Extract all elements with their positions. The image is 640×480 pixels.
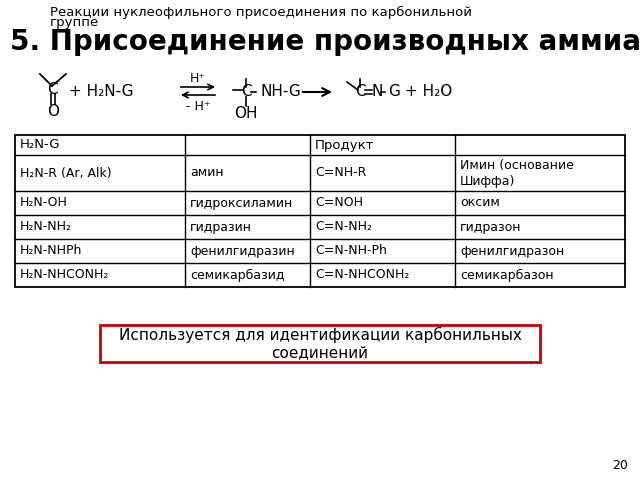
Text: гидроксиламин: гидроксиламин xyxy=(190,196,293,209)
Bar xyxy=(100,325,540,362)
Text: H₂N-NH₂: H₂N-NH₂ xyxy=(20,220,72,233)
Text: Продукт: Продукт xyxy=(315,139,374,152)
Text: H₂N-OH: H₂N-OH xyxy=(20,196,68,209)
Text: C=NH-R: C=NH-R xyxy=(315,167,366,180)
Text: 20: 20 xyxy=(612,459,628,472)
Text: C=NOH: C=NOH xyxy=(315,196,363,209)
Text: фенилгидразин: фенилгидразин xyxy=(190,244,295,257)
Text: H₂N-G: H₂N-G xyxy=(20,139,61,152)
Text: H⁺: H⁺ xyxy=(190,72,206,84)
Text: оксим: оксим xyxy=(460,196,500,209)
Text: Реакции нуклеофильного присоединения по карбонильной: Реакции нуклеофильного присоединения по … xyxy=(50,6,472,19)
Text: гидразон: гидразон xyxy=(460,220,522,233)
Text: C: C xyxy=(241,84,252,99)
Text: семикарбазон: семикарбазон xyxy=(460,268,554,282)
Text: H₂N-NHPh: H₂N-NHPh xyxy=(20,244,83,257)
Text: NH-G: NH-G xyxy=(260,84,301,99)
Text: G: G xyxy=(388,84,400,99)
Text: C=N-NH-Ph: C=N-NH-Ph xyxy=(315,244,387,257)
Text: H₂N-NHCONH₂: H₂N-NHCONH₂ xyxy=(20,268,109,281)
Text: N: N xyxy=(371,84,383,99)
Text: Используется для идентификации карбонильных
соединений: Используется для идентификации карбониль… xyxy=(118,327,522,360)
Text: группе: группе xyxy=(50,16,99,29)
Text: OH: OH xyxy=(234,106,258,120)
Text: 5. Присоединение производных аммиака: 5. Присоединение производных аммиака xyxy=(10,28,640,56)
Bar xyxy=(15,135,625,287)
Text: + H₂N-G: + H₂N-G xyxy=(69,84,134,99)
Text: O: O xyxy=(47,104,59,119)
Text: гидразин: гидразин xyxy=(190,220,252,233)
Text: C: C xyxy=(355,84,365,99)
Text: + H₂O: + H₂O xyxy=(405,84,452,99)
Text: C=N-NHCONH₂: C=N-NHCONH₂ xyxy=(315,268,410,281)
Text: амин: амин xyxy=(190,167,223,180)
Text: - H⁺: - H⁺ xyxy=(186,99,211,112)
Text: C=N-NH₂: C=N-NH₂ xyxy=(315,220,372,233)
Text: фенилгидразон: фенилгидразон xyxy=(460,244,564,257)
Text: Имин (основание
Шиффа): Имин (основание Шиффа) xyxy=(460,158,574,188)
Text: C: C xyxy=(47,83,58,97)
Text: H₂N-R (Ar, Alk): H₂N-R (Ar, Alk) xyxy=(20,167,111,180)
Text: семикарбазид: семикарбазид xyxy=(190,268,285,282)
